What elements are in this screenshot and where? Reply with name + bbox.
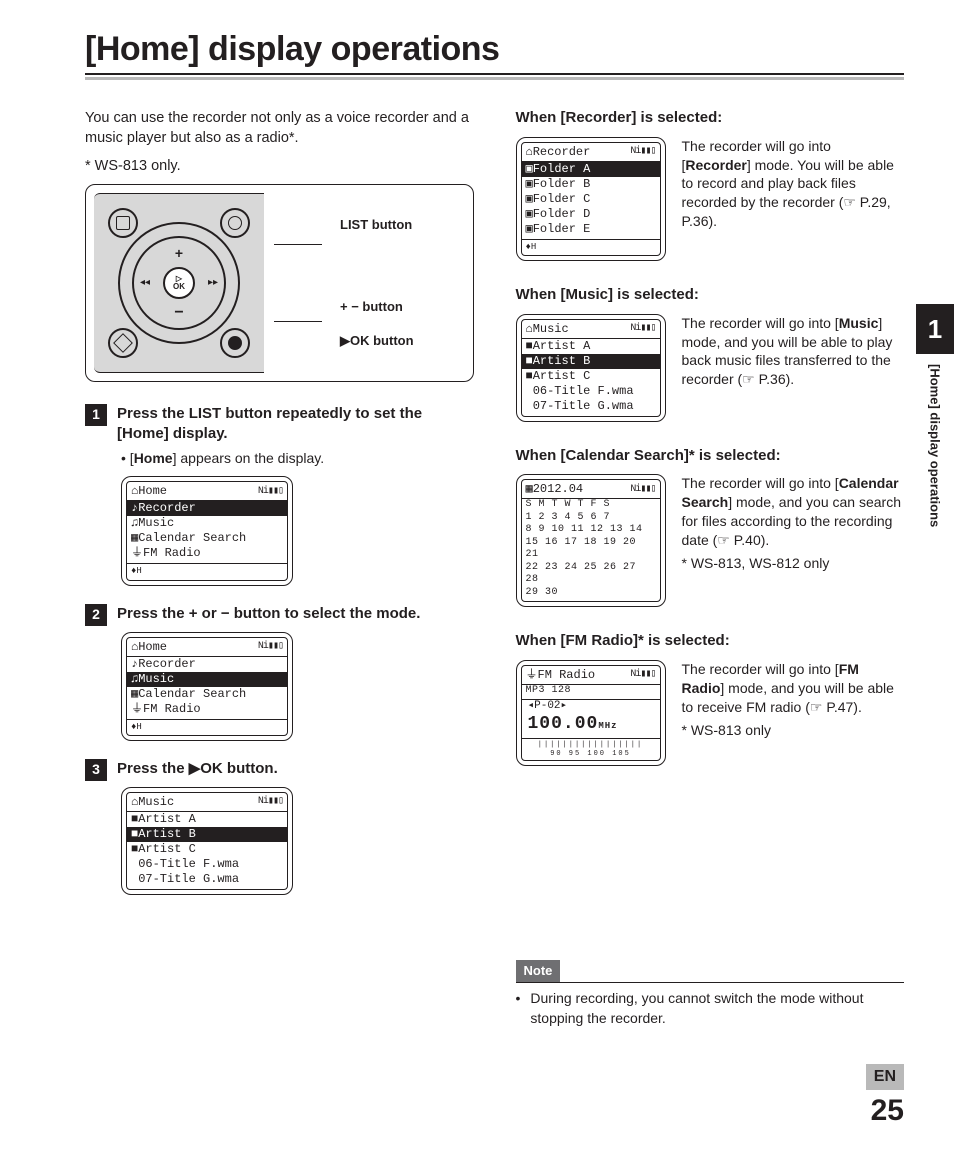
left-column: You can use the recorder not only as a v… xyxy=(85,108,474,1028)
mode-heading: When [Music] is selected: xyxy=(516,285,905,306)
step-text: Press the LIST button repeatedly to set … xyxy=(117,404,474,443)
title-rule xyxy=(85,73,904,80)
mode-heading: When [Recorder] is selected: xyxy=(516,108,905,129)
side-tab: 1 [Home] display operations xyxy=(916,304,954,537)
mode-description: The recorder will go into [FM Radio] mod… xyxy=(682,660,905,744)
step-text: Press the + or − button to select the mo… xyxy=(117,604,420,626)
step-number: 2 xyxy=(85,604,107,626)
step-1: 1 Press the LIST button repeatedly to se… xyxy=(85,404,474,443)
device-illustration: +− ◂◂▸▸ OK LIST button + − button ▶OK bu… xyxy=(85,184,474,382)
mode-block: ⌂RecorderNi▮▮▯ ▣Folder A▣Folder B▣Folder… xyxy=(516,137,905,261)
step-number: 3 xyxy=(85,759,107,781)
intro-footnote: * WS-813 only. xyxy=(85,156,474,176)
step-number: 1 xyxy=(85,404,107,426)
lcd-screen: ▦2012.04Ni▮▮▯ S M T W T F S 1 2 3 4 5 6 … xyxy=(516,474,666,607)
dpad-icon: +− ◂◂▸▸ OK xyxy=(132,236,226,330)
chapter-number: 1 xyxy=(916,304,954,354)
mode-block: ⌂MusicNi▮▮▯ ■Artist A■Artist B■Artist C … xyxy=(516,314,905,422)
lcd-screen: ⌂RecorderNi▮▮▯ ▣Folder A▣Folder B▣Folder… xyxy=(516,137,666,261)
right-column: When [Recorder] is selected: ⌂RecorderNi… xyxy=(516,108,905,1028)
label-list-button: LIST button xyxy=(340,208,414,242)
mode-heading: When [Calendar Search]* is selected: xyxy=(516,446,905,467)
mode-block: ▦2012.04Ni▮▮▯ S M T W T F S 1 2 3 4 5 6 … xyxy=(516,474,905,607)
step-2: 2 Press the + or − button to select the … xyxy=(85,604,474,626)
intro-text: You can use the recorder not only as a v… xyxy=(85,108,474,148)
note-label: Note xyxy=(516,960,561,982)
step-text: Press the ▶OK button. xyxy=(117,759,278,781)
chapter-label: [Home] display operations xyxy=(928,354,943,537)
label-ok-button: ▶OK button xyxy=(340,324,414,358)
step-subtext: [Home] appears on the display. xyxy=(121,449,474,468)
erase-button-icon xyxy=(108,328,138,358)
mode-description: The recorder will go into [Music] mode, … xyxy=(682,314,905,394)
mode-heading: When [FM Radio]* is selected: xyxy=(516,631,905,652)
mode-description: The recorder will go into [Recorder] mod… xyxy=(682,137,905,235)
page-number: 25 xyxy=(866,1094,904,1128)
lcd-screen: ⌂HomeNi▮▮▯ ♪Recorder♫Music▦Calendar Sear… xyxy=(121,632,293,741)
label-plusminus-button: + − button xyxy=(340,290,414,324)
page-title: [Home] display operations xyxy=(85,30,904,69)
lcd-screen: ⌂MusicNi▮▮▯ ■Artist A■Artist B■Artist C … xyxy=(516,314,666,422)
stop-button-icon xyxy=(108,208,138,238)
rec-button-icon xyxy=(220,328,250,358)
lcd-screen: ⌂HomeNi▮▮▯ ♪Recorder♫Music▦Calendar Sear… xyxy=(121,476,293,585)
note-text: During recording, you cannot switch the … xyxy=(516,989,905,1028)
lcd-screen: ⏚FM RadioNi▮▮▯ MP3 128 ◂P-02▸ 100.00MHz … xyxy=(516,660,666,766)
lcd-screen: ⌂MusicNi▮▮▯ ■Artist A■Artist B■Artist C … xyxy=(121,787,293,895)
language-badge: EN xyxy=(866,1064,904,1090)
mode-block: ⏚FM RadioNi▮▮▯ MP3 128 ◂P-02▸ 100.00MHz … xyxy=(516,660,905,766)
list-button-icon xyxy=(220,208,250,238)
step-3: 3 Press the ▶OK button. xyxy=(85,759,474,781)
mode-description: The recorder will go into [Calendar Sear… xyxy=(682,474,905,576)
